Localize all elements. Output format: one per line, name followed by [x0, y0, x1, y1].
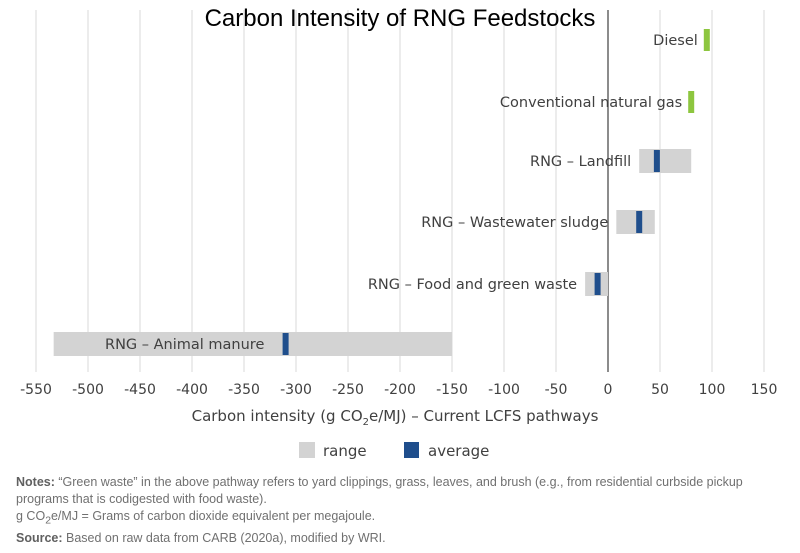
x-tick-label: -200 [384, 382, 416, 398]
category-label-rng-food-and-green-waste: RNG – Food and green waste [368, 277, 577, 293]
category-label-rng-landfill: RNG – Landfill [530, 154, 631, 170]
x-axis-title: Carbon intensity (g CO2e/MJ) – Current L… [192, 407, 599, 428]
legend: range average [299, 442, 489, 460]
average-marker-rng-animal-manure [282, 333, 289, 355]
x-tick-label: 0 [604, 382, 613, 398]
unit-def-sub: 2 [45, 515, 51, 527]
legend-average-swatch [404, 442, 419, 458]
notes-line-3: Source: Based on raw data from CARB (202… [16, 530, 786, 547]
x-tick-label: -550 [20, 382, 52, 398]
x-tick-labels: -550 -500 -450 -400 -350 -300 -250 -200 -150 -100… [20, 382, 777, 398]
range-bar-rng-wastewater-sludge [616, 210, 655, 234]
range-bar-rng-animal-manure [53, 332, 453, 356]
x-tick-label: -100 [488, 382, 520, 398]
notes-label: Notes: [16, 475, 55, 489]
notes-text: “Green waste” in the above pathway refer… [16, 475, 743, 506]
legend-average-label: average [428, 442, 489, 460]
x-tick-label: -500 [72, 382, 104, 398]
notes: Notes: “Green waste” in the above pathwa… [16, 474, 786, 547]
bars: Diesel Conventional natural gas RNG – Land… [53, 29, 710, 356]
legend-range-swatch [299, 442, 315, 458]
chart: Diesel Conventional natural gas RNG – Land… [20, 5, 777, 460]
notes-line-2: g CO2e/MJ = Grams of carbon dioxide equi… [16, 508, 786, 530]
x-tick-label: -250 [332, 382, 364, 398]
x-tick-label: 50 [651, 382, 669, 398]
category-label-rng-animal-manure: RNG – Animal manure [105, 337, 264, 353]
x-tick-label: 150 [751, 382, 778, 398]
range-bar-rng-landfill [639, 149, 692, 173]
reference-marker-conventional-natural-gas [688, 91, 695, 113]
x-axis-title-pre: Carbon intensity (g CO [192, 407, 363, 425]
x-tick-label: -50 [545, 382, 568, 398]
x-tick-label: 100 [699, 382, 726, 398]
source-label: Source: [16, 530, 63, 545]
category-label-diesel: Diesel [653, 33, 698, 49]
category-label-rng-wastewater-sludge: RNG – Wastewater sludge [421, 215, 608, 231]
legend-range-label: range [323, 442, 367, 460]
average-marker-rng-food-and-green-waste [594, 273, 601, 295]
chart-title: Carbon Intensity of RNG Feedstocks [205, 5, 596, 32]
average-marker-rng-wastewater-sludge [636, 211, 643, 233]
reference-marker-diesel [703, 29, 710, 51]
unit-def-pre: g CO [16, 509, 46, 523]
notes-line-1: Notes: “Green waste” in the above pathwa… [16, 474, 786, 508]
gridlines [35, 10, 765, 372]
x-tick-label: -350 [228, 382, 260, 398]
unit-def-post: e/MJ = Grams of carbon dioxide equivalen… [50, 509, 376, 523]
x-tick-label: -150 [436, 382, 468, 398]
x-axis-title-post: e/MJ) – Current LCFS pathways [369, 407, 599, 425]
x-tick-label: -400 [176, 382, 208, 398]
average-marker-rng-landfill [653, 150, 660, 172]
x-tick-label: -450 [124, 382, 156, 398]
x-axis-title-sub: 2 [363, 417, 369, 428]
category-label-conventional-natural-gas: Conventional natural gas [500, 95, 682, 111]
x-tick-label: -300 [280, 382, 312, 398]
source-text: Based on raw data from CARB (2020a), mod… [62, 530, 386, 545]
